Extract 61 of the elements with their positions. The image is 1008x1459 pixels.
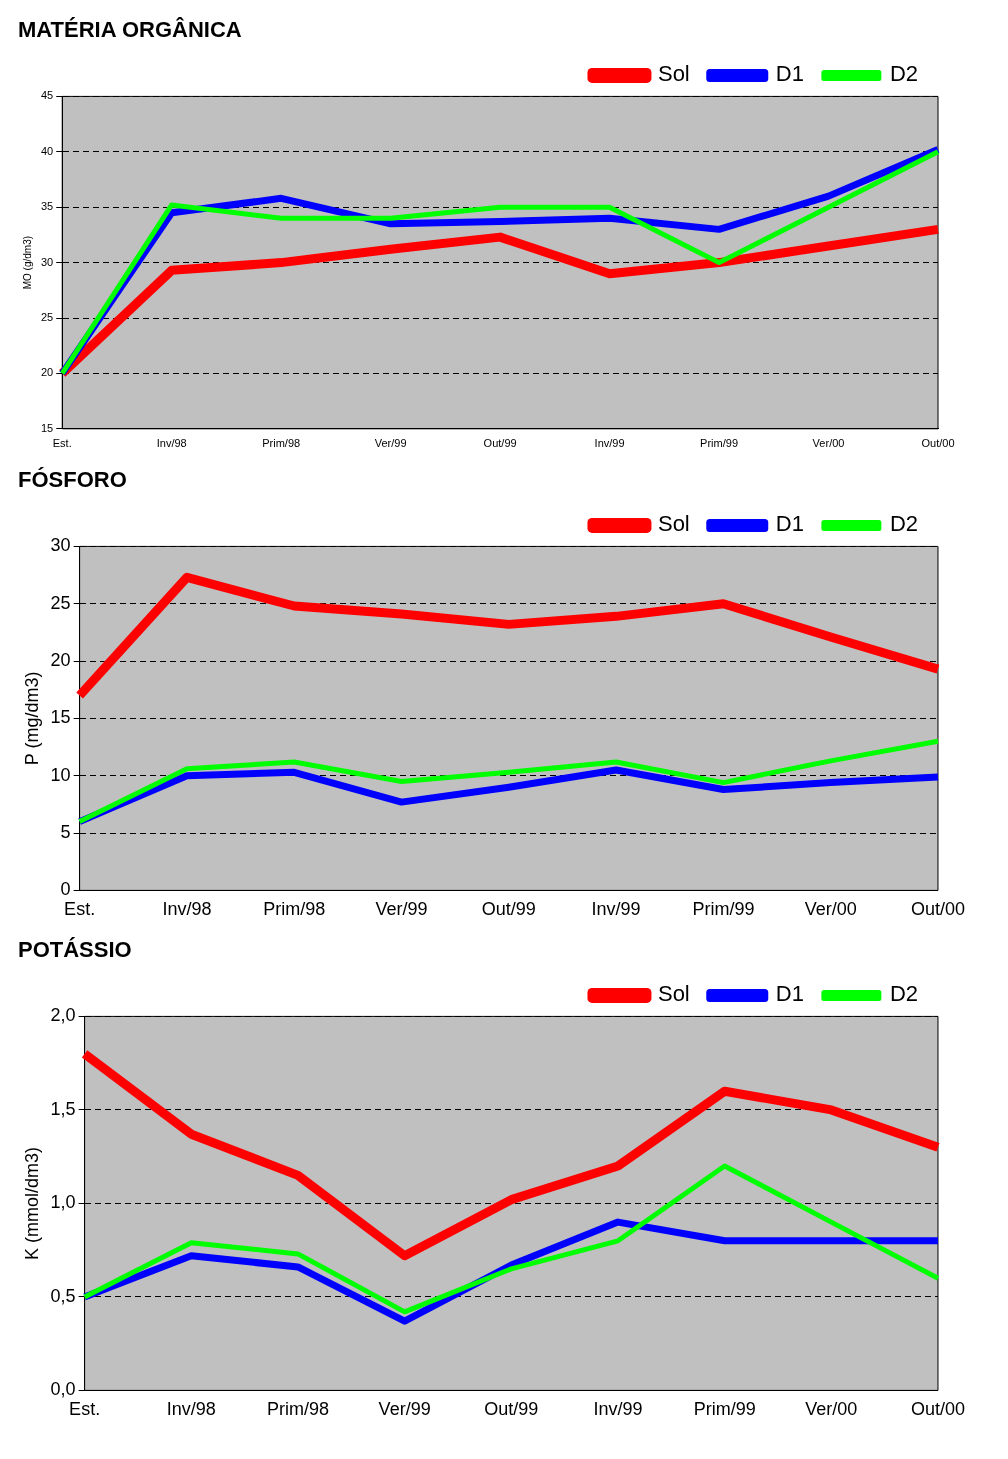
y-tick-label: 45 — [40, 89, 54, 102]
y-tick-label: 5 — [60, 822, 71, 843]
legend-label: D2 — [889, 511, 918, 537]
x-tick-label: Inv/99 — [594, 437, 625, 450]
x-tick-label: Out/00 — [910, 899, 966, 920]
x-tick-label: Est. — [64, 899, 96, 920]
y-tick-label: 2,0 — [50, 1005, 76, 1026]
x-tick-label: Ver/99 — [378, 1399, 431, 1420]
y-tick-label: 30 — [50, 535, 71, 556]
x-tick-label: Ver/99 — [375, 899, 428, 920]
legend-label: D1 — [775, 981, 804, 1007]
legend-label: D2 — [889, 981, 918, 1007]
legend-label: D2 — [889, 61, 918, 87]
x-tick-label: Out/99 — [484, 1399, 539, 1420]
y-tick-label: 20 — [40, 366, 54, 379]
y-tick-label: 30 — [40, 255, 54, 268]
legend-label: Sol — [657, 511, 690, 537]
y-tick-label: 1,0 — [50, 1192, 76, 1213]
y-tick-label: 0,5 — [50, 1285, 76, 1306]
legend-label: Sol — [657, 61, 690, 87]
x-tick-label: Prim/99 — [692, 899, 755, 920]
x-tick-label: Prim/99 — [693, 1399, 756, 1420]
x-tick-label: Inv/99 — [591, 899, 641, 920]
x-tick-label: Inv/98 — [162, 899, 212, 920]
x-tick-label: Out/00 — [910, 1399, 966, 1420]
y-tick-label: 25 — [40, 311, 54, 324]
x-tick-label: Est. — [52, 437, 72, 450]
y-axis-title: P (mg/dm3) — [21, 671, 42, 766]
y-tick-label: 0 — [60, 879, 71, 900]
y-tick-label: 35 — [40, 200, 54, 213]
x-tick-label: Ver/99 — [374, 437, 407, 450]
legend-label: Sol — [657, 981, 690, 1007]
y-tick-label: 15 — [50, 707, 71, 728]
y-tick-label: 40 — [40, 144, 54, 157]
x-tick-label: Prim/98 — [266, 1399, 329, 1420]
x-tick-label: Inv/98 — [156, 437, 187, 450]
chart-title: MATÉRIA ORGÂNICA — [18, 17, 242, 43]
y-axis-title: MO (g/dm3) — [21, 235, 33, 290]
legend-label: D1 — [775, 511, 804, 537]
y-tick-label: 1,5 — [50, 1098, 76, 1119]
y-tick-label: 0,0 — [50, 1379, 76, 1400]
x-tick-label: Ver/00 — [805, 1399, 858, 1420]
x-tick-label: Out/99 — [481, 899, 536, 920]
x-tick-label: Out/99 — [483, 437, 517, 450]
legend-label: D1 — [775, 61, 804, 87]
y-axis-title: K (mmol/dm3) — [21, 1146, 42, 1260]
y-tick-label: 15 — [40, 421, 54, 434]
x-tick-label: Prim/99 — [700, 437, 739, 450]
x-tick-label: Inv/99 — [593, 1399, 643, 1420]
x-tick-label: Inv/98 — [166, 1399, 216, 1420]
chart-title: POTÁSSIO — [18, 937, 132, 963]
x-tick-label: Prim/98 — [262, 437, 301, 450]
x-tick-label: Ver/00 — [812, 437, 845, 450]
x-tick-label: Out/00 — [921, 437, 955, 450]
x-tick-label: Est. — [69, 1399, 101, 1420]
x-tick-label: Prim/98 — [263, 899, 326, 920]
y-tick-label: 10 — [50, 764, 71, 785]
chart-title: FÓSFORO — [18, 467, 127, 493]
y-tick-label: 25 — [50, 592, 71, 613]
x-tick-label: Ver/00 — [804, 899, 857, 920]
y-tick-label: 20 — [50, 650, 71, 671]
